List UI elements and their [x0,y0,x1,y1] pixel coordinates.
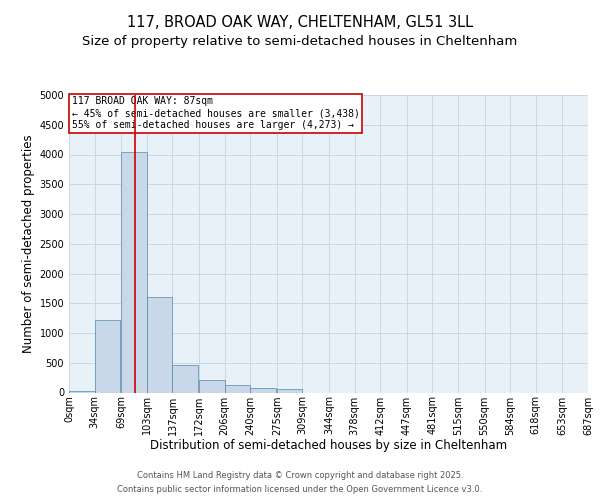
Text: Contains HM Land Registry data © Crown copyright and database right 2025.: Contains HM Land Registry data © Crown c… [137,472,463,480]
Text: 117, BROAD OAK WAY, CHELTENHAM, GL51 3LL: 117, BROAD OAK WAY, CHELTENHAM, GL51 3LL [127,15,473,30]
Bar [199,380,224,392]
Y-axis label: Number of semi-detached properties: Number of semi-detached properties [22,134,35,353]
Bar [250,388,276,392]
Text: 117 BROAD OAK WAY: 87sqm
← 45% of semi-detached houses are smaller (3,438)
55% o: 117 BROAD OAK WAY: 87sqm ← 45% of semi-d… [71,96,359,130]
Text: Contains public sector information licensed under the Open Government Licence v3: Contains public sector information licen… [118,484,482,494]
Bar [95,320,121,392]
Bar [277,389,302,392]
Bar [147,298,172,392]
Bar [69,390,95,392]
Bar [121,152,147,392]
Bar [224,385,250,392]
X-axis label: Distribution of semi-detached houses by size in Cheltenham: Distribution of semi-detached houses by … [150,439,507,452]
Text: Size of property relative to semi-detached houses in Cheltenham: Size of property relative to semi-detach… [82,34,518,48]
Bar [172,364,198,392]
